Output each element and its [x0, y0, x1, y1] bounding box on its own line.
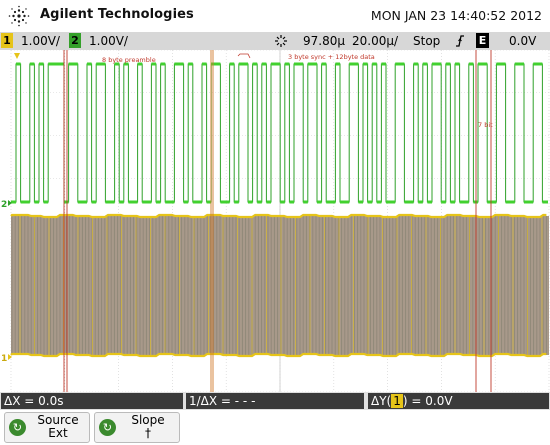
- delta-y-suffix: ) = 0.0V: [402, 394, 453, 408]
- ch1-indicator[interactable]: 1: [1, 33, 13, 48]
- slope-softkey-title: Slope: [131, 413, 165, 427]
- slope-softkey[interactable]: ↻ Slope †: [94, 412, 180, 443]
- title-bar: Agilent Technologies MON JAN 23 14:40:52…: [0, 0, 550, 32]
- inverse-delta-x-readout: 1/ΔX = - - -: [186, 393, 364, 409]
- trigger-arrow-icon: [275, 35, 287, 47]
- waveform-canvas: 8 byte preamble 3 byte sync + 12byte dat…: [0, 50, 550, 392]
- annotation-bracket: [237, 53, 251, 59]
- trigger-level: 0.0V: [509, 34, 537, 48]
- annotation-bits: 7 bit: [478, 121, 493, 129]
- trigger-position-marker: [14, 53, 20, 59]
- ch2-indicator[interactable]: 2: [69, 33, 81, 48]
- timebase: 20.00µ/: [352, 34, 399, 48]
- source-softkey[interactable]: ↻ Source Ext: [4, 412, 90, 443]
- ch2-ground-marker: 2: [1, 200, 7, 210]
- slope-softkey-label: Slope †: [121, 414, 175, 440]
- ch2-scale: 1.00V/: [89, 34, 128, 48]
- annotation-sync: 3 byte sync + 12byte data: [288, 53, 375, 61]
- ch1-fill: [11, 216, 549, 355]
- delta-y-prefix: ΔY(: [371, 394, 392, 408]
- annotation-preamble: 8 byte preamble: [102, 56, 156, 64]
- circular-arrow-icon: ↻: [99, 419, 116, 436]
- rising-edge-icon: [456, 35, 464, 47]
- time-offset: 97.80µ: [303, 34, 345, 48]
- ch1-edge-lines: [11, 216, 547, 355]
- status-bar: 1 1.00V/ 2 1.00V/ 97.80µ 20.00µ/ Stop E …: [0, 32, 550, 50]
- agilent-logo-icon: [8, 5, 30, 27]
- ch1-ground-marker: 1: [1, 354, 7, 364]
- ch1-scale: 1.00V/: [21, 34, 60, 48]
- run-state[interactable]: Stop: [413, 34, 441, 48]
- delta-y-readout: ΔY(1) = 0.0V: [368, 393, 549, 409]
- waveform-display[interactable]: 8 byte preamble 3 byte sync + 12byte dat…: [0, 50, 550, 392]
- measurement-bar: ΔX = 0.0s 1/ΔX = - - - ΔY(1) = 0.0V: [0, 392, 550, 410]
- ch1-top-rail: [10, 213, 547, 219]
- slope-softkey-value: †: [145, 426, 151, 440]
- circular-arrow-icon: ↻: [9, 419, 26, 436]
- ch2-ground-arrow: [8, 200, 12, 206]
- brand-name: Agilent Technologies: [40, 7, 194, 22]
- source-softkey-label: Source Ext: [31, 414, 85, 440]
- delta-y-channel: 1: [391, 394, 403, 408]
- delta-x-readout: ΔX = 0.0s: [1, 393, 183, 409]
- trigger-source-indicator[interactable]: E: [476, 33, 489, 48]
- source-softkey-value: Ext: [48, 426, 68, 440]
- ch1-bottom-rail: [10, 352, 547, 358]
- source-softkey-title: Source: [37, 413, 79, 427]
- softkey-bar: ↻ Source Ext ↻ Slope †: [0, 410, 550, 445]
- datetime-display: MON JAN 23 14:40:52 2012: [370, 8, 542, 23]
- cursor-lines: [63, 50, 492, 392]
- ch1-ground-arrow: [8, 354, 12, 360]
